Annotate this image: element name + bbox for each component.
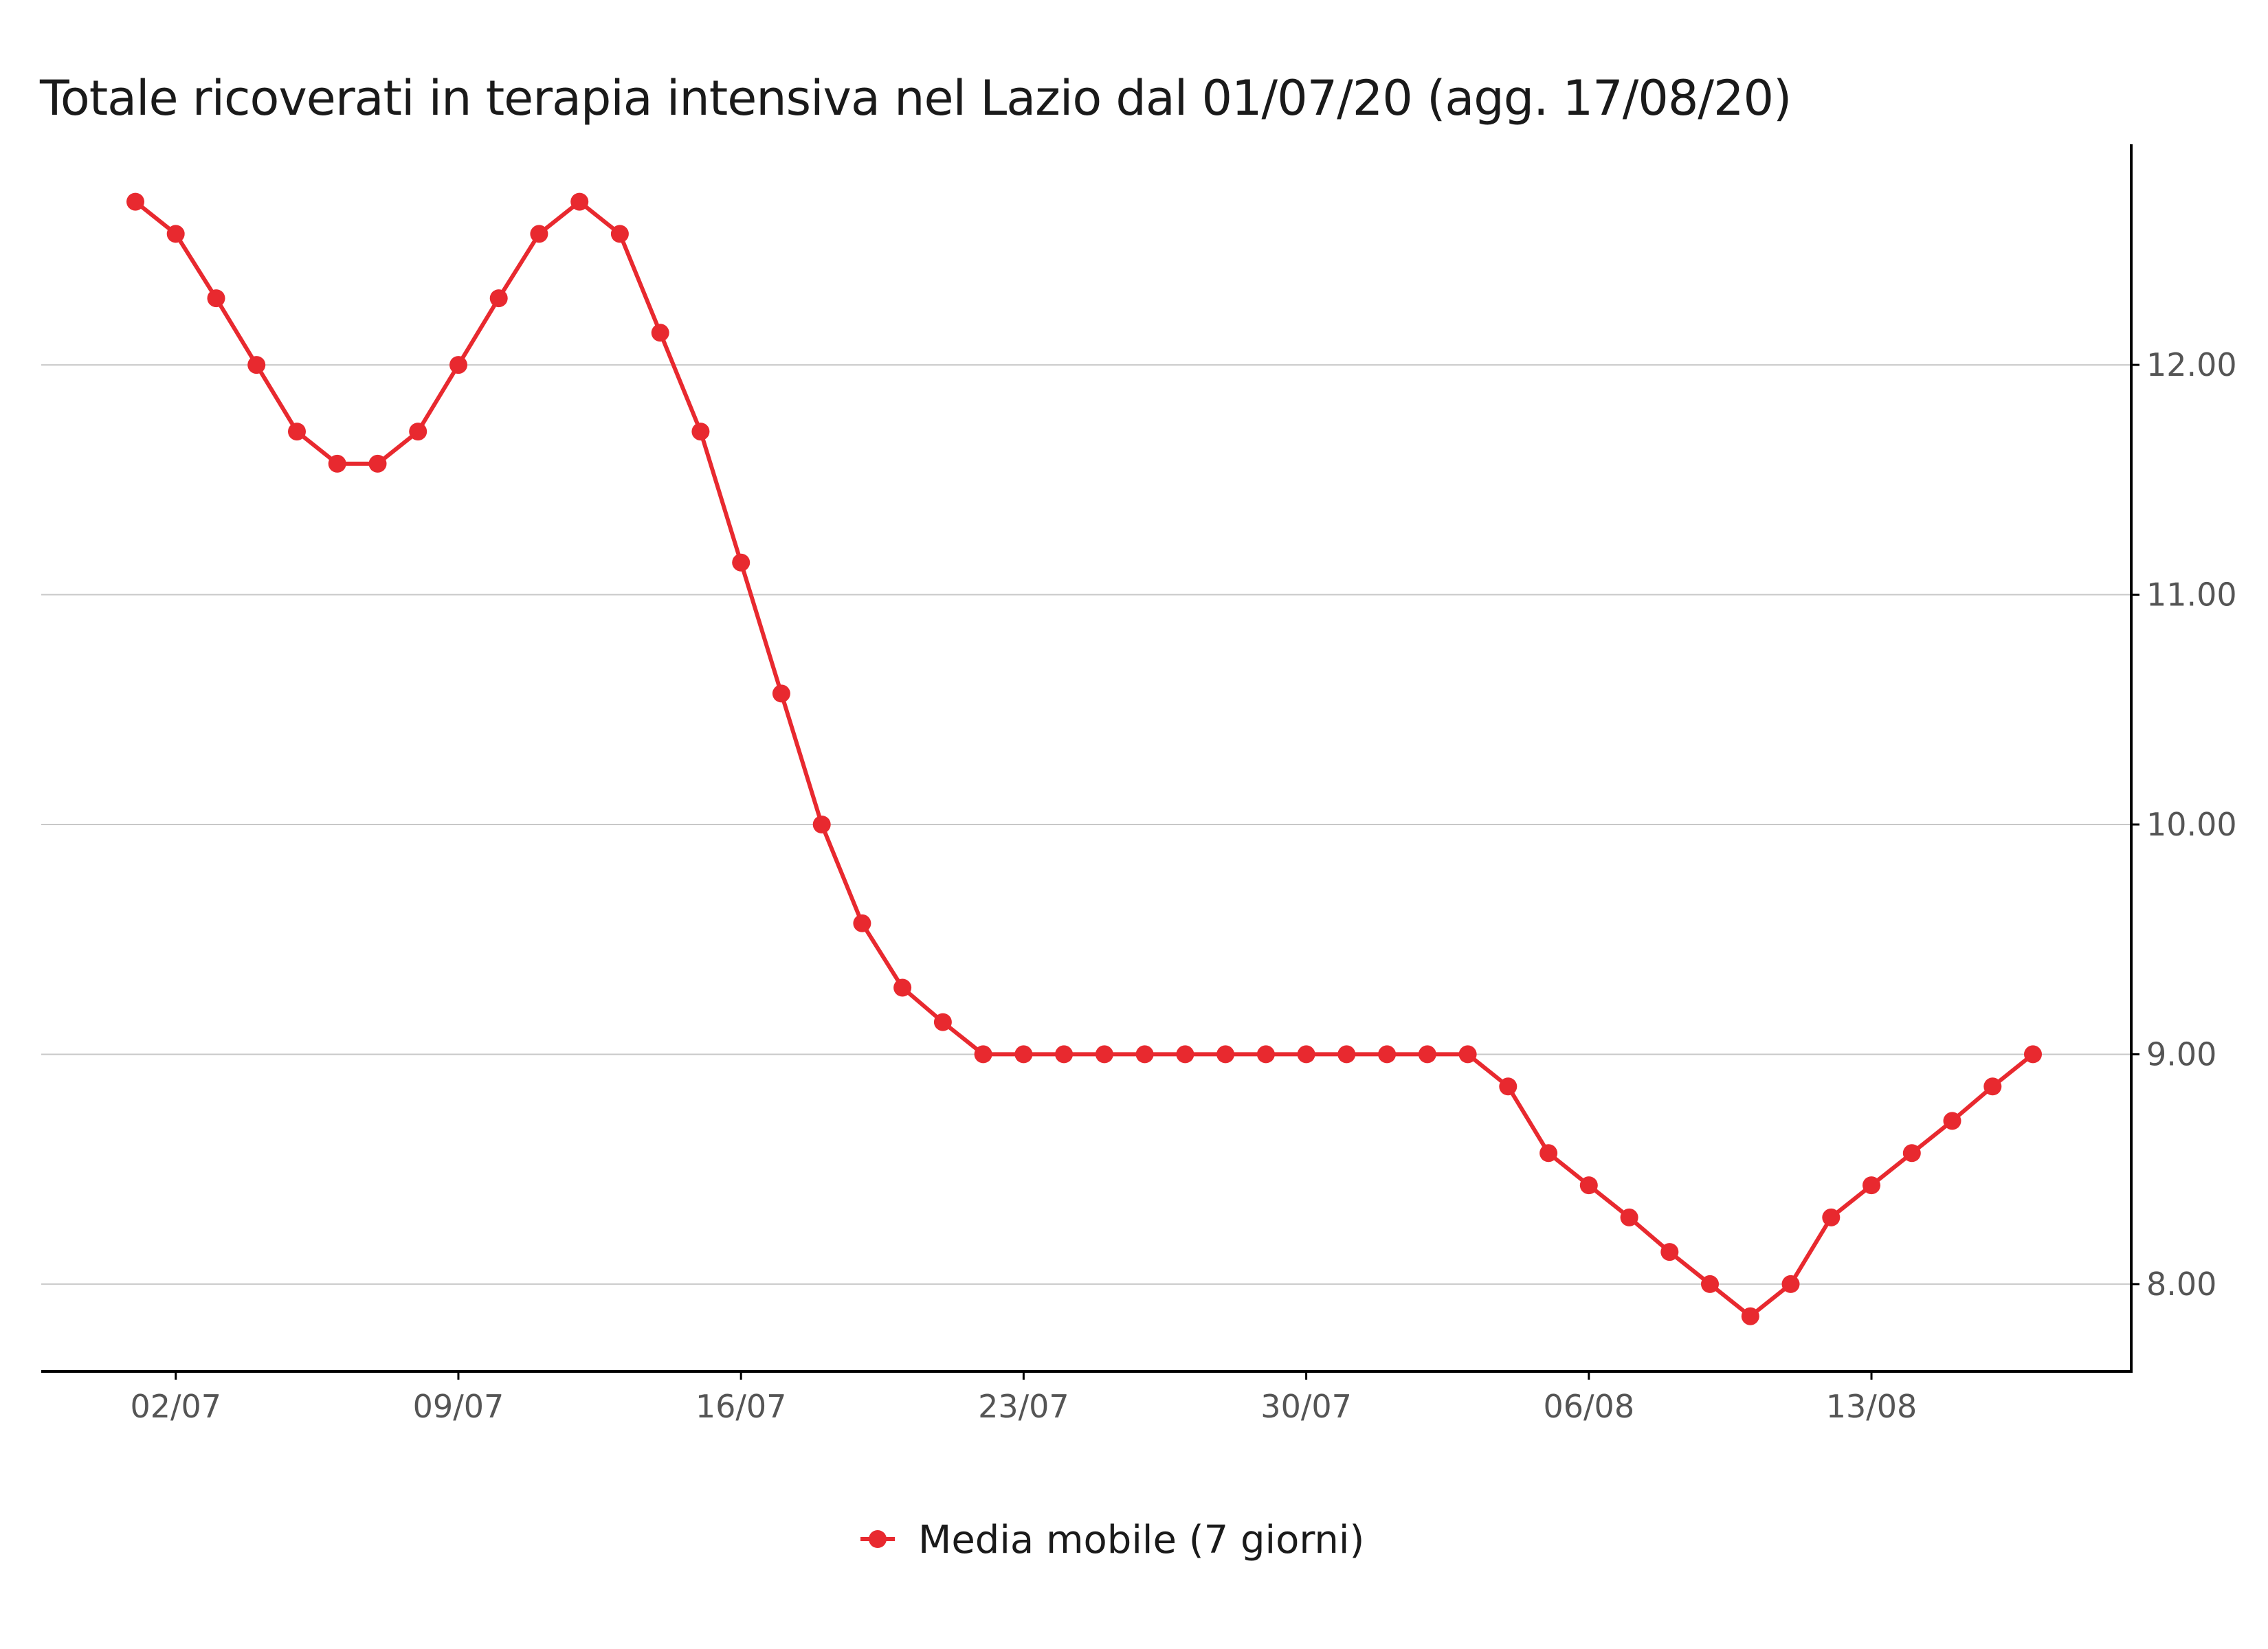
data-point <box>1297 1045 1315 1064</box>
data-point <box>732 553 751 572</box>
x-tick-label: 16/07 <box>696 1388 787 1425</box>
y-tick-label: 11.00 <box>2146 576 2237 614</box>
data-point <box>1822 1208 1841 1226</box>
data-point <box>328 454 346 473</box>
data-point <box>691 423 710 441</box>
data-point <box>489 289 508 308</box>
data-point <box>1337 1045 1356 1064</box>
y-tick-label: 8.00 <box>2146 1266 2216 1303</box>
data-point <box>126 192 144 211</box>
y-ticks: 8.00 9.00 10.00 11.00 12.00 <box>2131 346 2237 1303</box>
data-point <box>610 225 629 243</box>
y-tick-label: 12.00 <box>2146 346 2237 383</box>
data-point <box>812 816 831 833</box>
data-point <box>207 289 225 308</box>
y-tick-label: 9.00 <box>2146 1035 2216 1073</box>
data-point <box>449 356 467 374</box>
data-point <box>1176 1045 1194 1064</box>
data-point <box>1902 1144 1921 1163</box>
x-tick-label: 30/07 <box>1260 1388 1352 1425</box>
data-point <box>1055 1045 1074 1064</box>
data-point <box>1781 1275 1800 1293</box>
data-point <box>1499 1077 1517 1096</box>
data-point <box>1458 1045 1477 1064</box>
data-point <box>853 914 871 932</box>
series-line <box>133 199 2035 1319</box>
x-ticks: 02/07 09/07 16/07 23/07 30/07 06/08 13/08 <box>130 1371 1917 1425</box>
data-point <box>1256 1045 1275 1064</box>
axes <box>41 144 2133 1373</box>
data-point <box>288 423 306 441</box>
data-point <box>974 1045 992 1064</box>
data-point <box>1863 1176 1880 1195</box>
data-point <box>893 978 912 997</box>
data-point <box>1378 1045 1397 1064</box>
series-media-mobile <box>133 199 2035 1319</box>
data-point <box>1539 1144 1558 1163</box>
x-tick-label: 09/07 <box>413 1388 504 1425</box>
x-tick-label: 13/08 <box>1826 1388 1917 1425</box>
data-point <box>1741 1307 1759 1325</box>
data-point <box>409 423 427 441</box>
data-point <box>1216 1045 1235 1064</box>
x-tick-label: 02/07 <box>130 1388 221 1425</box>
series-points <box>126 192 2042 1325</box>
y-tick-label: 10.00 <box>2146 806 2237 843</box>
data-point <box>1943 1112 1961 1130</box>
data-point <box>2024 1045 2042 1064</box>
legend-marker-icon <box>869 1530 887 1548</box>
data-point <box>1620 1208 1638 1226</box>
grid-lines <box>41 364 2131 1285</box>
data-point <box>1014 1045 1033 1064</box>
data-point <box>368 454 387 473</box>
data-point <box>166 225 185 243</box>
data-point <box>1660 1243 1679 1261</box>
x-tick-label: 06/08 <box>1544 1388 1635 1425</box>
data-point <box>772 684 790 703</box>
legend: Media mobile (7 giorni) <box>860 1518 1364 1562</box>
chart-title: Totale ricoverati in terapia intensiva n… <box>40 70 1792 126</box>
legend-label: Media mobile (7 giorni) <box>918 1518 1364 1562</box>
data-point <box>1701 1275 1719 1293</box>
data-point <box>1983 1077 2002 1096</box>
data-point <box>570 192 589 211</box>
data-point <box>1579 1176 1598 1195</box>
data-point <box>1418 1045 1436 1064</box>
data-point <box>247 356 266 374</box>
data-point <box>933 1013 952 1031</box>
x-tick-label: 23/07 <box>978 1388 1069 1425</box>
data-point <box>651 324 669 342</box>
data-point <box>1095 1045 1113 1064</box>
data-point <box>530 225 548 243</box>
data-point <box>1135 1045 1154 1064</box>
